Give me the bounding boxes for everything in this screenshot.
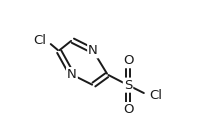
Text: O: O [123,103,133,116]
Text: Cl: Cl [33,34,46,47]
Text: Cl: Cl [149,89,162,102]
Text: N: N [67,68,77,81]
Text: N: N [88,44,98,57]
Text: O: O [123,54,133,67]
Text: S: S [124,79,132,92]
